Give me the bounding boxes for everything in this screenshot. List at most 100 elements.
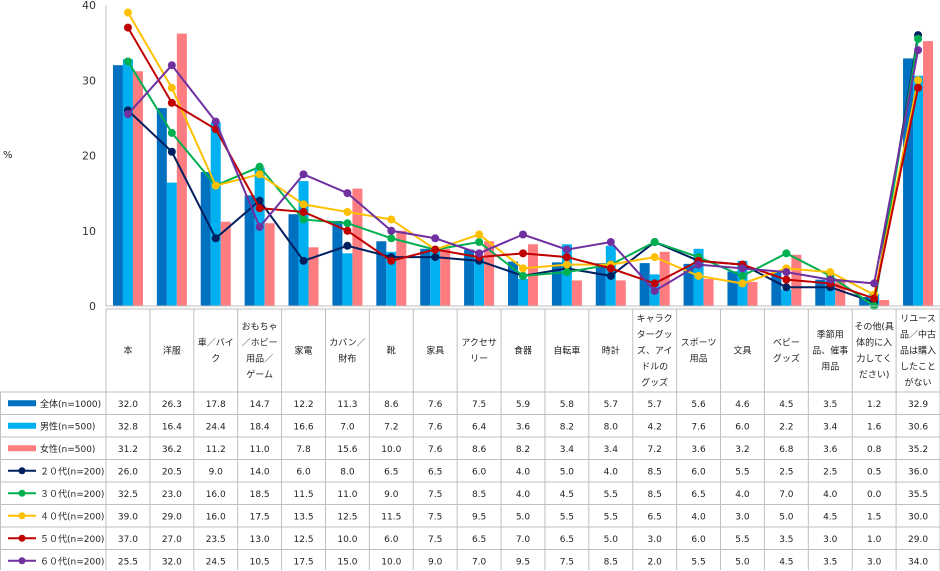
bar [210,122,221,306]
table-cell: 1.2 [867,400,881,410]
table-cell: 4.0 [604,467,619,477]
category-label: 品は購入 [900,345,936,357]
category-label: リユース [900,315,936,325]
table-cell: 18.4 [250,422,270,432]
bar [298,181,309,306]
category-label: 食器 [514,345,532,357]
bar [342,253,353,306]
line-point [562,260,571,269]
line-point [167,147,176,156]
y-tick-label: 10 [82,225,96,238]
bar [244,195,255,306]
legend-label: 男性(n=500) [40,420,95,432]
line-point [650,253,659,262]
table-cell: 8.0 [340,467,355,477]
table-cell: 7.8 [296,445,311,455]
bar [288,214,299,306]
table-cell: 30.6 [908,422,928,432]
table-cell: 7.5 [428,490,442,500]
bar [430,248,441,306]
line-point [870,279,879,288]
line-point [123,8,132,17]
line-point [914,83,923,92]
table-cell: 7.5 [472,400,486,410]
bar [200,172,211,306]
table-cell: 3.0 [735,512,750,522]
table-cell: 4.0 [823,490,838,500]
bar [815,279,826,306]
table-cell: 6.5 [428,467,442,477]
y-tick-label: 30 [82,74,96,87]
category-label: ださい) [859,370,890,381]
category-label: リー [470,355,488,365]
table-cell: 10.0 [381,557,401,567]
line-point [914,46,923,55]
table-cell: 24.4 [206,422,226,432]
bar [923,41,934,307]
category-label: ／ホビー [242,338,278,349]
table-cell: 3.5 [823,557,837,567]
table-cell: 15.0 [337,557,357,567]
category-label: ク [211,354,220,365]
table-cell: 11.2 [206,445,226,455]
table-cell: 7.5 [428,535,442,545]
table-cell: 32.0 [118,400,138,410]
line-point [738,279,747,288]
bar [474,257,485,306]
table-cell: 9.5 [472,512,486,522]
table-cell: 3.4 [823,422,838,432]
table-cell: 16.4 [162,422,182,432]
table-cell: 7.6 [691,422,706,432]
line-point [782,283,791,292]
table-cell: 26.3 [162,400,182,410]
table-cell: 5.7 [604,400,618,410]
bar [264,223,275,306]
table-cell: 8.6 [384,400,399,410]
bar [727,271,738,306]
line-point [343,226,352,235]
table-cell: 2.5 [823,467,837,477]
category-label: スポーツ [681,338,717,349]
category-label: ズ、アイ [637,345,673,357]
table-cell: 6.0 [691,535,706,545]
table-cell: 32.0 [162,557,182,567]
line-point [782,268,791,277]
table-cell: 5.8 [560,400,575,410]
category-label: キャラク [637,314,673,325]
line-point [431,245,440,254]
table-cell: 5.0 [604,535,619,545]
table-cell: 5.0 [560,467,575,477]
line-point [431,253,440,262]
line-point [123,57,132,66]
table-cell: 7.6 [428,400,443,410]
line-point [738,264,747,273]
line-point [782,275,791,284]
table-cell: 5.5 [691,557,705,567]
line-point [694,271,703,280]
line-point [167,61,176,70]
bar [825,280,836,306]
bar [122,59,133,307]
category-label: アクセサ [461,338,497,349]
table-cell: 3.0 [823,535,838,545]
category-label: 品／中古 [900,329,936,341]
line-point [211,234,220,243]
table-cell: 1.0 [867,535,882,545]
table-cell: 29.0 [908,535,928,545]
table-cell: 2.0 [648,557,663,567]
line-point [519,264,527,273]
table-cell: 3.6 [823,445,838,455]
line-point [299,200,308,209]
table-cell: 2.5 [779,467,793,477]
table-cell: 35.5 [908,490,928,500]
legend-label: 全体(n=1000) [40,398,101,410]
table-cell: 5.6 [691,400,706,410]
y-tick-label: 20 [82,150,96,163]
table-cell: 32.9 [908,400,928,410]
table-cell: 0.0 [867,490,882,500]
table-cell: 15.6 [337,445,357,455]
category-label: 用品／ [246,354,273,365]
table-cell: 23.0 [162,490,182,500]
line-point [255,162,264,171]
